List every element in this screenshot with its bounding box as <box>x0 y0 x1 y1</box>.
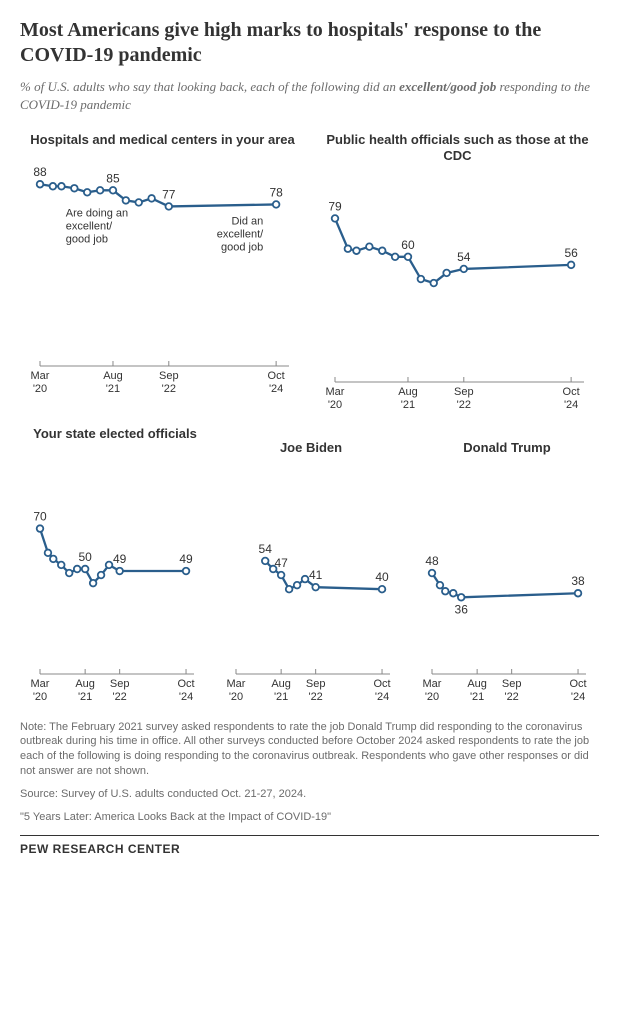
svg-text:'21: '21 <box>274 691 288 703</box>
svg-text:Sep: Sep <box>110 678 130 690</box>
svg-text:Oct: Oct <box>563 386 580 398</box>
chart-svg-biden: Mar'20 Aug'21 Sep'22 Oct'24 5447 41 40 <box>216 460 406 710</box>
chart-row-2: Your state elected officials Mar'20Aug'2… <box>20 426 599 710</box>
svg-text:Mar: Mar <box>227 678 246 690</box>
svg-text:'22: '22 <box>457 399 471 411</box>
subtitle-prefix: % of U.S. adults who say that looking ba… <box>20 79 399 94</box>
svg-text:Oct: Oct <box>569 678 586 690</box>
svg-text:Aug: Aug <box>271 678 291 690</box>
svg-text:Mar: Mar <box>326 386 345 398</box>
svg-text:'22: '22 <box>308 691 322 703</box>
svg-text:'24: '24 <box>375 691 389 703</box>
svg-text:48: 48 <box>425 554 439 568</box>
svg-text:'21: '21 <box>401 399 415 411</box>
chart-svg-hospitals: Mar'20 Aug'21 Sep'22 Oct'24 88 85 77 78 Are doin… <box>20 152 305 402</box>
svg-text:Aug: Aug <box>75 678 95 690</box>
chart-biden: Joe Biden Mar'20 Aug'21 Sep'22 Oct'24 5447 41… <box>216 426 406 710</box>
svg-text:38: 38 <box>571 574 585 588</box>
ref-text: "5 Years Later: America Looks Back at th… <box>20 810 599 825</box>
svg-text:40: 40 <box>375 570 389 584</box>
svg-text:good job: good job <box>66 234 108 246</box>
footer-brand: PEW RESEARCH CENTER <box>20 842 599 856</box>
svg-text:Did an: Did an <box>231 216 263 228</box>
svg-text:49: 49 <box>113 552 127 566</box>
svg-text:36: 36 <box>455 602 469 616</box>
svg-text:54: 54 <box>457 249 471 263</box>
svg-text:60: 60 <box>401 237 415 251</box>
svg-text:70: 70 <box>33 509 47 523</box>
svg-text:Oct: Oct <box>373 678 390 690</box>
subtitle-emph: excellent/good job <box>399 79 496 94</box>
svg-text:56: 56 <box>564 245 578 259</box>
svg-text:47: 47 <box>274 556 288 570</box>
chart-title-state: Your state elected officials <box>20 426 210 456</box>
svg-text:49: 49 <box>179 552 193 566</box>
chart-title-trump: Donald Trump <box>412 426 602 456</box>
divider <box>20 835 599 836</box>
chart-cdc: Public health officials such as those at… <box>315 132 600 417</box>
svg-text:'24: '24 <box>269 383 283 395</box>
svg-text:Sep: Sep <box>454 386 474 398</box>
note-text: Note: The February 2021 survey asked res… <box>20 720 599 779</box>
svg-text:'22: '22 <box>112 691 126 703</box>
svg-text:Oct: Oct <box>177 678 194 690</box>
svg-text:'22: '22 <box>162 383 176 395</box>
svg-text:'20: '20 <box>33 691 47 703</box>
svg-text:good job: good job <box>221 242 263 254</box>
svg-text:'24: '24 <box>564 399 578 411</box>
chart-title-biden: Joe Biden <box>216 426 406 456</box>
svg-text:'20: '20 <box>229 691 243 703</box>
svg-text:Mar: Mar <box>31 370 50 382</box>
svg-text:85: 85 <box>106 171 120 185</box>
chart-state: Your state elected officials Mar'20Aug'2… <box>20 426 210 710</box>
svg-text:excellent/: excellent/ <box>66 221 113 233</box>
svg-text:'20: '20 <box>425 691 439 703</box>
chart-subtitle: % of U.S. adults who say that looking ba… <box>20 78 599 114</box>
svg-text:77: 77 <box>162 187 176 201</box>
svg-text:Sep: Sep <box>159 370 179 382</box>
svg-text:Aug: Aug <box>103 370 123 382</box>
svg-text:Oct: Oct <box>268 370 285 382</box>
svg-text:54: 54 <box>259 541 273 555</box>
chart-svg-trump: Mar'20 Aug'21 Sep'22 Oct'24 48 36 38 <box>412 460 602 710</box>
chart-svg-cdc: Mar'20 Aug'21 Sep'22 Oct'24 79 60 54 56 <box>315 168 600 418</box>
chart-row-1: Hospitals and medical centers in your ar… <box>20 132 599 417</box>
svg-text:'24: '24 <box>179 691 193 703</box>
svg-text:'21: '21 <box>78 691 92 703</box>
svg-text:'21: '21 <box>470 691 484 703</box>
svg-text:41: 41 <box>309 568 323 582</box>
svg-text:Are doing an: Are doing an <box>66 208 128 220</box>
svg-text:'20: '20 <box>33 383 47 395</box>
chart-trump: Donald Trump Mar'20 Aug'21 Sep'22 Oct'24 48 3… <box>412 426 602 710</box>
svg-text:excellent/: excellent/ <box>217 229 264 241</box>
svg-text:50: 50 <box>78 550 92 564</box>
svg-text:Aug: Aug <box>467 678 487 690</box>
svg-text:'22: '22 <box>504 691 518 703</box>
svg-text:Mar: Mar <box>31 678 50 690</box>
svg-text:'20: '20 <box>328 399 342 411</box>
svg-text:'24: '24 <box>571 691 585 703</box>
svg-text:88: 88 <box>33 165 47 179</box>
svg-text:'21: '21 <box>106 383 120 395</box>
svg-text:Mar: Mar <box>423 678 442 690</box>
source-text: Source: Survey of U.S. adults conducted … <box>20 787 599 802</box>
chart-title-hospitals: Hospitals and medical centers in your ar… <box>20 132 305 148</box>
svg-text:Aug: Aug <box>398 386 418 398</box>
svg-text:78: 78 <box>269 185 283 199</box>
chart-svg-state: Mar'20 Aug'21 Sep'22 Oct'24 70 50 49 49 <box>20 460 210 710</box>
svg-text:Sep: Sep <box>306 678 326 690</box>
svg-text:79: 79 <box>328 199 342 213</box>
svg-text:Sep: Sep <box>502 678 522 690</box>
chart-title-cdc: Public health officials such as those at… <box>315 132 600 163</box>
chart-title: Most Americans give high marks to hospit… <box>20 18 599 68</box>
chart-hospitals: Hospitals and medical centers in your ar… <box>20 132 305 417</box>
